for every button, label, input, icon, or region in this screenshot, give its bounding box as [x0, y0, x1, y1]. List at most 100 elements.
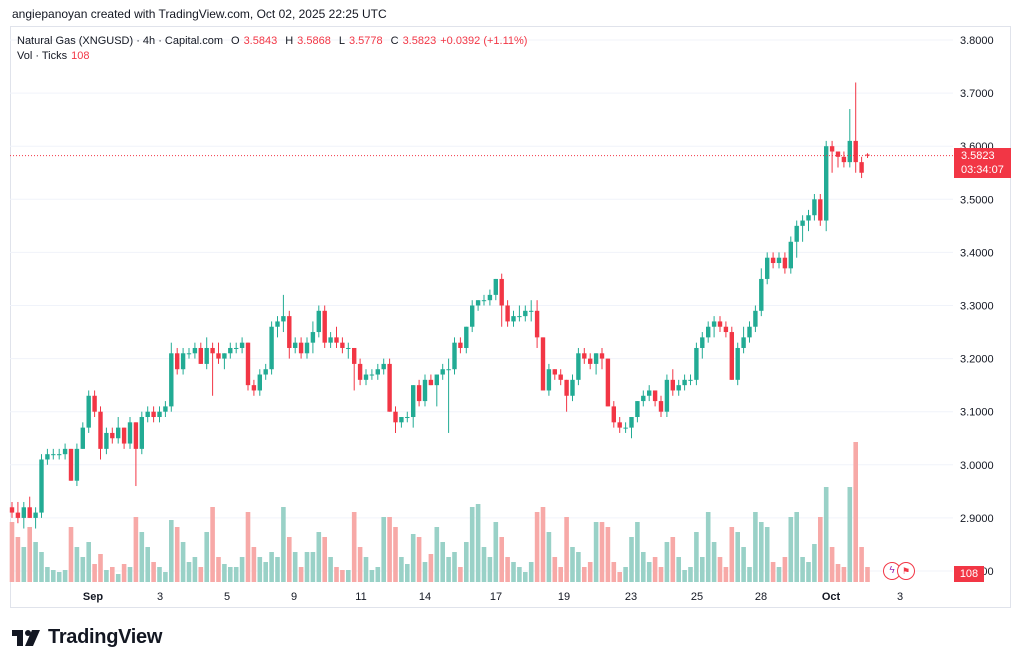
- volume-bar: [257, 557, 263, 582]
- candle-body: [747, 326, 752, 338]
- volume-bar: [98, 554, 103, 582]
- volume-bar: [853, 442, 858, 582]
- volume-bar: [475, 504, 481, 582]
- candle-body: [139, 417, 144, 449]
- candle-body: [245, 342, 251, 386]
- price-tick-label: 3.3000: [960, 301, 994, 313]
- candle-body: [505, 305, 510, 322]
- volume-bar: [428, 554, 434, 582]
- candle-body: [511, 316, 516, 322]
- candle-body: [251, 385, 257, 391]
- candle-body: [782, 257, 788, 269]
- time-axis: Sep 3 5 9 11 14 17 19 23 25 28 Oct 3: [83, 591, 903, 603]
- candle-body: [664, 379, 670, 412]
- volume-bar: [641, 552, 646, 582]
- candle-body: [169, 353, 174, 407]
- volume-bar: [346, 570, 351, 582]
- volume-bar: [829, 547, 835, 582]
- candles: [9, 82, 870, 529]
- volume-bar: [115, 574, 121, 582]
- volume-bar: [405, 564, 410, 582]
- candle-body: [859, 162, 864, 173]
- chart-credit: angiepanoyan created with TradingView.co…: [12, 7, 387, 21]
- volume-bar: [582, 567, 587, 582]
- candle-body: [570, 379, 575, 396]
- volume-bar: [788, 517, 794, 582]
- time-tick-label: 5: [224, 591, 230, 603]
- volume-bar: [357, 547, 363, 582]
- candle-body: [340, 342, 345, 348]
- volume-bar: [210, 507, 215, 582]
- volume-bar: [812, 544, 817, 582]
- volume-bar: [652, 557, 658, 582]
- candle-body: [812, 199, 817, 216]
- volume-bar: [469, 507, 475, 582]
- candle-body: [676, 385, 681, 391]
- time-tick-label: 9: [291, 591, 297, 603]
- legend-close: 3.5823: [402, 35, 437, 47]
- candle-body: [729, 332, 734, 380]
- tradingview-logo[interactable]: TradingView: [12, 626, 162, 649]
- volume-bar: [611, 562, 617, 582]
- candle-body: [588, 358, 593, 364]
- candle-body: [133, 422, 139, 449]
- event-badges[interactable]: ϟ ⚑: [883, 562, 915, 580]
- candle-body: [57, 454, 62, 456]
- candle-body: [534, 310, 540, 338]
- candle-body: [641, 395, 646, 402]
- volume-bar: [157, 567, 162, 582]
- candle-body: [298, 342, 304, 354]
- volume-bar: [9, 522, 15, 582]
- candle-body: [617, 422, 622, 428]
- candle-body: [293, 342, 298, 348]
- price-tick-label: 3.8000: [960, 35, 994, 47]
- candle-body: [287, 316, 292, 348]
- legend-high: 3.5868: [297, 35, 331, 47]
- candle-body: [116, 427, 121, 439]
- volume-bar: [127, 567, 133, 582]
- candlestick-chart[interactable]: 3.80003.70003.60003.50003.40003.30003.20…: [0, 0, 1024, 610]
- volume-bar: [806, 562, 811, 582]
- chart-frame[interactable]: [10, 26, 1011, 608]
- candle-body: [546, 369, 552, 391]
- candle-body: [853, 140, 858, 163]
- volume-bar: [770, 562, 776, 582]
- candle-body: [582, 353, 587, 359]
- volume-bar: [711, 542, 717, 582]
- volume-bar: [646, 562, 652, 582]
- price-axis: 3.80003.70003.60003.50003.40003.30003.20…: [960, 35, 994, 578]
- volume-bar: [375, 567, 381, 582]
- volume-tag: 108: [954, 566, 984, 582]
- volume-bar: [717, 557, 723, 582]
- us-flag-icon[interactable]: ⚑: [897, 562, 915, 580]
- candle-body: [658, 401, 664, 412]
- volume-bar: [316, 532, 322, 582]
- candle-body: [222, 353, 227, 359]
- candle-body: [493, 278, 498, 295]
- tradingview-logo-icon: [12, 629, 40, 646]
- candle-body: [269, 326, 274, 370]
- volume-bar: [45, 567, 50, 582]
- candle-body: [765, 257, 770, 279]
- volume-bar: [369, 570, 375, 582]
- candle-body: [776, 257, 782, 264]
- volume-bar: [104, 570, 109, 582]
- candle-body: [835, 151, 841, 157]
- price-tick-label: 3.4000: [960, 247, 994, 259]
- candle-body: [387, 363, 392, 412]
- volume-bar: [228, 567, 233, 582]
- volume-bar: [363, 557, 369, 582]
- candle-body: [481, 300, 487, 302]
- volume-bar: [381, 517, 386, 582]
- volume-bar: [859, 547, 864, 582]
- candle-body: [529, 310, 534, 312]
- candle-body: [399, 417, 404, 423]
- candle-body: [281, 316, 286, 322]
- candle-body: [735, 347, 740, 380]
- volume-bar: [151, 562, 156, 582]
- candle-body: [310, 332, 316, 343]
- price-tick-label: 3.2000: [960, 354, 994, 366]
- candle-body: [198, 347, 203, 364]
- volume-bar: [33, 542, 38, 582]
- candle-body: [334, 337, 339, 343]
